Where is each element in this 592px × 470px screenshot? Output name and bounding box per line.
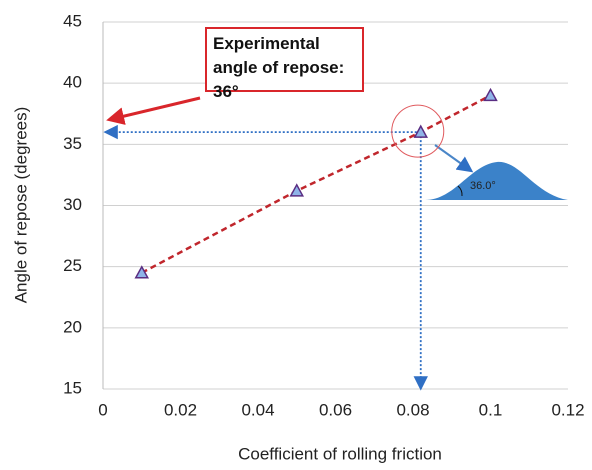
x-tick-label: 0.1	[479, 400, 503, 419]
inset-angle-label: 36.0°	[470, 180, 496, 192]
x-tick-label: 0	[98, 400, 107, 419]
y-tick-label: 45	[63, 11, 82, 30]
x-tick-label: 0.12	[551, 400, 584, 419]
y-tick-label: 20	[63, 317, 82, 336]
point	[413, 124, 429, 138]
heap	[425, 161, 568, 200]
y-tick-label: 30	[63, 195, 82, 214]
trend-line	[141, 94, 492, 274]
x-tick-label: 0.08	[396, 400, 429, 419]
point	[134, 265, 150, 279]
y-tick-label: 25	[63, 256, 82, 275]
point	[483, 87, 498, 102]
y-tick-label: 40	[63, 73, 82, 92]
y-axis-label: Angle of repose (degrees)	[11, 107, 30, 304]
x-axis-label: Coefficient of rolling friction	[238, 444, 442, 463]
highlight-circle	[391, 104, 445, 158]
x-tick-label: 0.04	[241, 400, 274, 419]
angle-arc	[457, 185, 463, 197]
point	[289, 183, 305, 197]
y-tick-label: 15	[63, 378, 82, 397]
annotation-box: Experimental angle of repose: 36°	[205, 27, 364, 101]
blue-arrow	[434, 144, 474, 173]
x-tick-label: 0.02	[164, 400, 197, 419]
y-tick-label: 35	[63, 134, 82, 153]
red-arrow	[106, 96, 201, 125]
x-tick-label: 0.06	[319, 400, 352, 419]
